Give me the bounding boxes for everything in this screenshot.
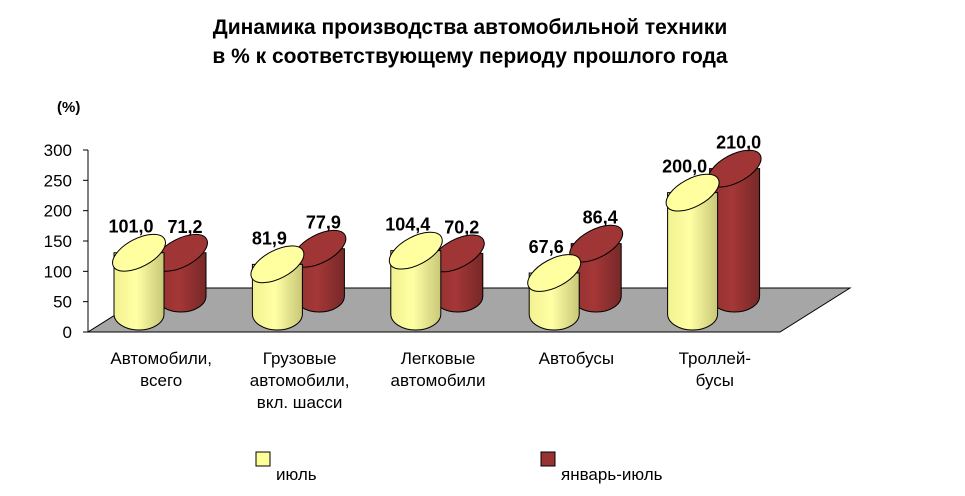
bar-июль (388, 231, 443, 331)
chart-title-line2: в % к соответствующему периоду прошлого … (212, 45, 728, 68)
value-label: 210,0 (716, 133, 761, 153)
category-label: Грузовые (263, 349, 337, 368)
category-labels: Автомобили, всего Грузовые автомобили, вкл. … (110, 349, 751, 412)
bars (112, 149, 762, 331)
y-tick-label: 100 (44, 262, 72, 281)
bar-top (250, 245, 305, 284)
bar-январь-июль (569, 224, 624, 313)
legend-label: июль (276, 465, 317, 484)
y-tick-label: 150 (44, 232, 72, 251)
y-axis: 0 50 100 150 200 250 300 (44, 141, 89, 342)
value-label: 200,0 (662, 157, 707, 177)
bar-body (390, 250, 442, 331)
y-tick-label: 50 (53, 293, 72, 312)
value-label: 81,9 (252, 228, 287, 248)
bar-top (527, 254, 582, 292)
value-label: 70,2 (444, 217, 479, 237)
value-labels: 71,2 101,0 77,9 81,9 70,2 104,4 86,4 67,6 210,0 2… (108, 133, 761, 257)
value-label: 71,2 (167, 217, 202, 237)
bar-январь-июль (707, 149, 762, 313)
value-label: 67,6 (529, 237, 564, 257)
bar-body (113, 252, 165, 331)
bar-top (112, 233, 166, 272)
value-label: 77,9 (306, 213, 341, 233)
legend-label: январь-июль (561, 465, 663, 484)
category-label: автомобили, (250, 371, 350, 390)
y-tick-label: 250 (44, 171, 72, 190)
category-label: Автобусы (539, 349, 614, 368)
category-label: Легковые (401, 349, 476, 368)
category-label: Троллей- (679, 349, 751, 368)
bar-июль (112, 233, 166, 331)
bar-июль (527, 254, 582, 331)
y-tick-label: 200 (44, 202, 72, 221)
category-label: бусы (696, 371, 734, 390)
chart-title-line1: Динамика производства автомобильной техн… (213, 16, 727, 39)
category-label: вкл. шасси (257, 393, 343, 412)
y-tick-label: 0 (63, 323, 72, 342)
category-label: Автомобили, (110, 349, 212, 368)
bar-top (388, 231, 443, 270)
bar-top (665, 173, 720, 212)
y-axis-unit-label: (%) (57, 99, 80, 116)
legend: июль январь-июль (255, 451, 663, 484)
value-label: 104,4 (385, 215, 430, 235)
value-label: 101,0 (108, 217, 153, 237)
legend-swatch-январь-июль (540, 451, 556, 467)
bar-июль (665, 173, 720, 331)
category-label: автомобили (391, 371, 486, 390)
value-label: 86,4 (583, 208, 618, 228)
bar-июль (250, 245, 305, 331)
bar-body (667, 192, 719, 331)
category-label: всего (140, 371, 182, 390)
y-tick-label: 300 (44, 141, 72, 160)
legend-swatch-июль (255, 451, 271, 467)
